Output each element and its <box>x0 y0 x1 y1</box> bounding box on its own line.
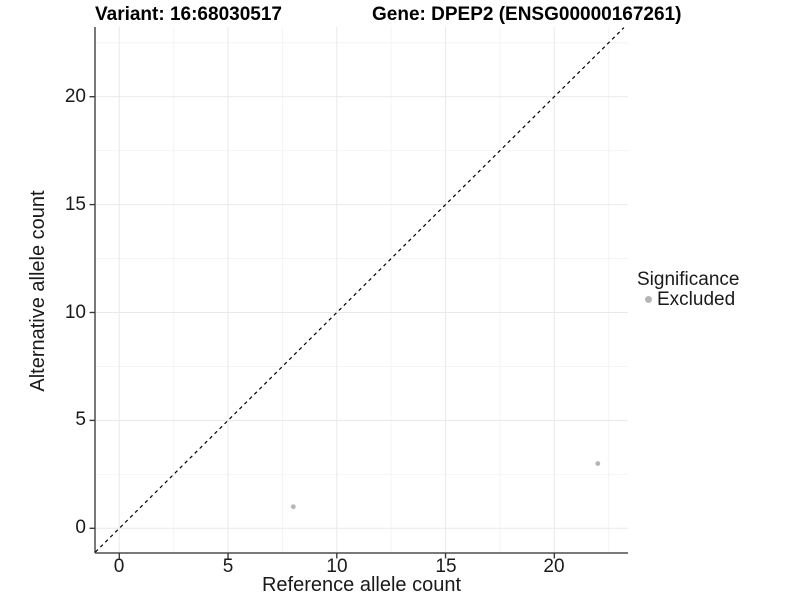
data-point <box>290 504 296 510</box>
plot-title-variant: Variant: 16:68030517 <box>95 4 282 25</box>
x-tick-label-20: 20 <box>543 556 565 577</box>
legend-marker-excluded-icon <box>645 296 652 303</box>
x-tick-label-15: 15 <box>435 556 457 577</box>
x-tick-label-5: 5 <box>222 556 234 577</box>
x-axis-title: Reference allele count <box>261 574 461 596</box>
legend-label-excluded: Excluded <box>657 289 736 310</box>
y-tick-label-15: 15 <box>64 194 86 215</box>
y-axis-title: Alternative allele count <box>27 190 49 392</box>
y-tick-label-5: 5 <box>75 409 86 430</box>
data-point <box>595 461 601 466</box>
y-tick-label-20: 20 <box>64 86 86 107</box>
y-tick-label-0: 0 <box>75 517 86 538</box>
x-tick-label-10: 10 <box>326 556 348 577</box>
y-tick-label-10: 10 <box>64 302 86 323</box>
x-tick-label-0: 0 <box>113 556 125 577</box>
legend-title: Significance <box>637 269 740 290</box>
plot-title-gene: Gene: DPEP2 (ENSG00000167261) <box>372 4 682 25</box>
